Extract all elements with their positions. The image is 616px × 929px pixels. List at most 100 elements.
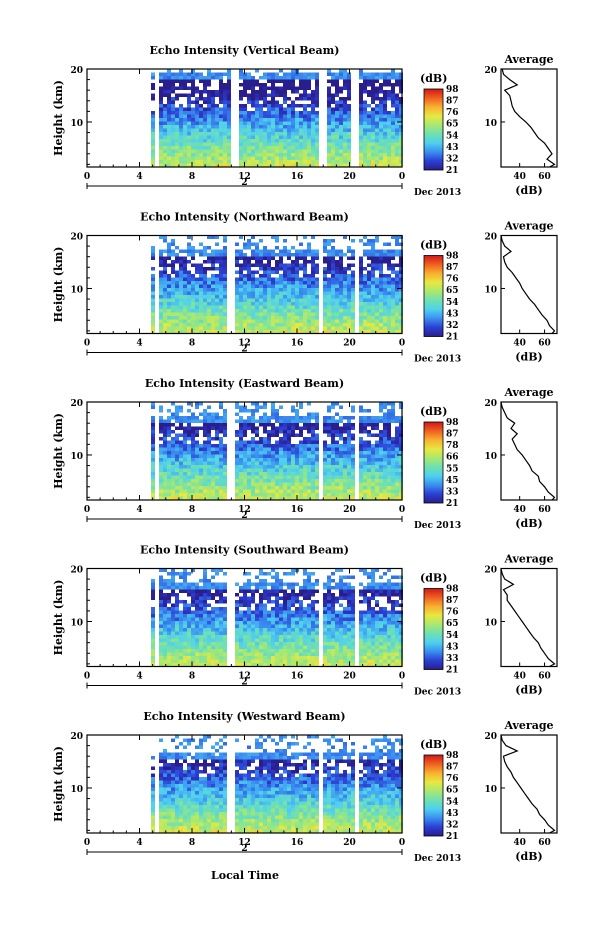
heatmap-cell <box>183 461 187 465</box>
heatmap-cell <box>171 302 175 306</box>
heatmap-cell <box>267 288 271 292</box>
heatmap-cell <box>171 118 175 122</box>
x-tick-label: 12 <box>238 505 251 515</box>
heatmap-cell <box>291 72 295 76</box>
heatmap-cell <box>395 160 399 164</box>
heatmap-cell <box>299 302 303 306</box>
heatmap-cell <box>395 281 399 285</box>
heatmap-cell <box>183 128 187 132</box>
heatmap-cell <box>395 132 399 136</box>
heatmap-cell <box>307 309 311 313</box>
heatmap-cell <box>151 423 155 427</box>
heatmap-cell <box>227 128 231 132</box>
heatmap-cell <box>199 302 203 306</box>
heatmap-cell <box>199 593 203 597</box>
heatmap-cell <box>371 291 375 295</box>
heatmap-cell <box>159 482 163 486</box>
heatmap-cell <box>203 121 207 125</box>
heatmap-cell <box>379 486 383 490</box>
heatmap-cell <box>335 139 339 143</box>
heatmap-cell <box>151 402 155 406</box>
heatmap-cell <box>211 263 215 267</box>
heatmap-cell <box>287 330 291 334</box>
heatmap-cell <box>175 323 179 327</box>
heatmap-cell <box>267 437 271 441</box>
heatmap-cell <box>239 603 243 607</box>
heatmap-cell <box>247 267 251 271</box>
heatmap-cell <box>367 295 371 299</box>
heatmap-cell <box>303 479 307 483</box>
heatmap-cell <box>171 617 175 621</box>
heatmap-cell <box>179 440 183 444</box>
heatmap-cell <box>199 142 203 146</box>
heatmap-cell <box>383 76 387 80</box>
heatmap-cell <box>199 263 203 267</box>
heatmap-cell <box>247 128 251 132</box>
heatmap-cell <box>183 624 187 628</box>
heatmap-cell <box>395 465 399 469</box>
heatmap-cell <box>311 426 315 430</box>
heatmap-cell <box>327 316 331 320</box>
heatmap-cell <box>211 284 215 288</box>
heatmap-cell <box>283 72 287 76</box>
heatmap-cell <box>299 156 303 160</box>
heatmap-cell <box>167 281 171 285</box>
heatmap-cell <box>295 121 299 125</box>
heatmap-cell <box>179 624 183 628</box>
heatmap-cell <box>171 79 175 83</box>
heatmap-cell <box>283 475 287 479</box>
heatmap-cell <box>351 472 355 476</box>
heatmap-cell <box>279 146 283 150</box>
heatmap-cell <box>287 79 291 83</box>
heatmap-cell <box>243 114 247 118</box>
heatmap-cell <box>247 628 251 632</box>
heatmap-cell <box>335 114 339 118</box>
heatmap-cell <box>151 323 155 327</box>
heatmap-cell <box>271 409 275 413</box>
heatmap-cell <box>187 284 191 288</box>
heatmap-cell <box>275 139 279 143</box>
heatmap-cell <box>259 118 263 122</box>
heatmap-cell <box>171 479 175 483</box>
heatmap-cell <box>171 153 175 157</box>
heatmap-cell <box>223 489 227 493</box>
heatmap-cell <box>243 447 247 451</box>
heatmap-cell <box>239 649 243 653</box>
heatmap-cell <box>243 603 247 607</box>
heatmap-cell <box>343 295 347 299</box>
heatmap-cell <box>167 76 171 80</box>
heatmap-cell <box>311 309 315 313</box>
heatmap-cell <box>359 93 363 97</box>
heatmap-cell <box>371 475 375 479</box>
heatmap-cell <box>307 316 311 320</box>
heatmap-cell <box>167 614 171 618</box>
heatmap-cell <box>291 426 295 430</box>
heatmap-cell <box>295 298 299 302</box>
heatmap-cell <box>171 277 175 281</box>
heatmap-cell <box>267 249 271 253</box>
heatmap-cell <box>343 437 347 441</box>
heatmap-cell <box>327 253 331 257</box>
heatmap-cell <box>315 437 319 441</box>
heatmap-cell <box>187 433 191 437</box>
heatmap-cell <box>271 305 275 309</box>
heatmap-cell <box>195 652 199 656</box>
heatmap-cell <box>247 260 251 264</box>
heatmap-cell <box>219 163 223 167</box>
heatmap-cell <box>187 149 191 153</box>
heatmap-cell <box>339 132 343 136</box>
heatmap-cell <box>179 132 183 136</box>
heatmap-cell <box>391 132 395 136</box>
heatmap-cell <box>239 645 243 649</box>
heatmap-cell <box>367 468 371 472</box>
heatmap-cell <box>255 589 259 593</box>
heatmap-cell <box>383 277 387 281</box>
heatmap-cell <box>187 454 191 458</box>
heatmap-cell <box>311 104 315 108</box>
heatmap-cell <box>239 624 243 628</box>
heatmap-cell <box>183 468 187 472</box>
heatmap-cell <box>287 83 291 87</box>
heatmap-cell <box>207 419 211 423</box>
heatmap-cell <box>391 323 395 327</box>
heatmap-cell <box>395 253 399 257</box>
